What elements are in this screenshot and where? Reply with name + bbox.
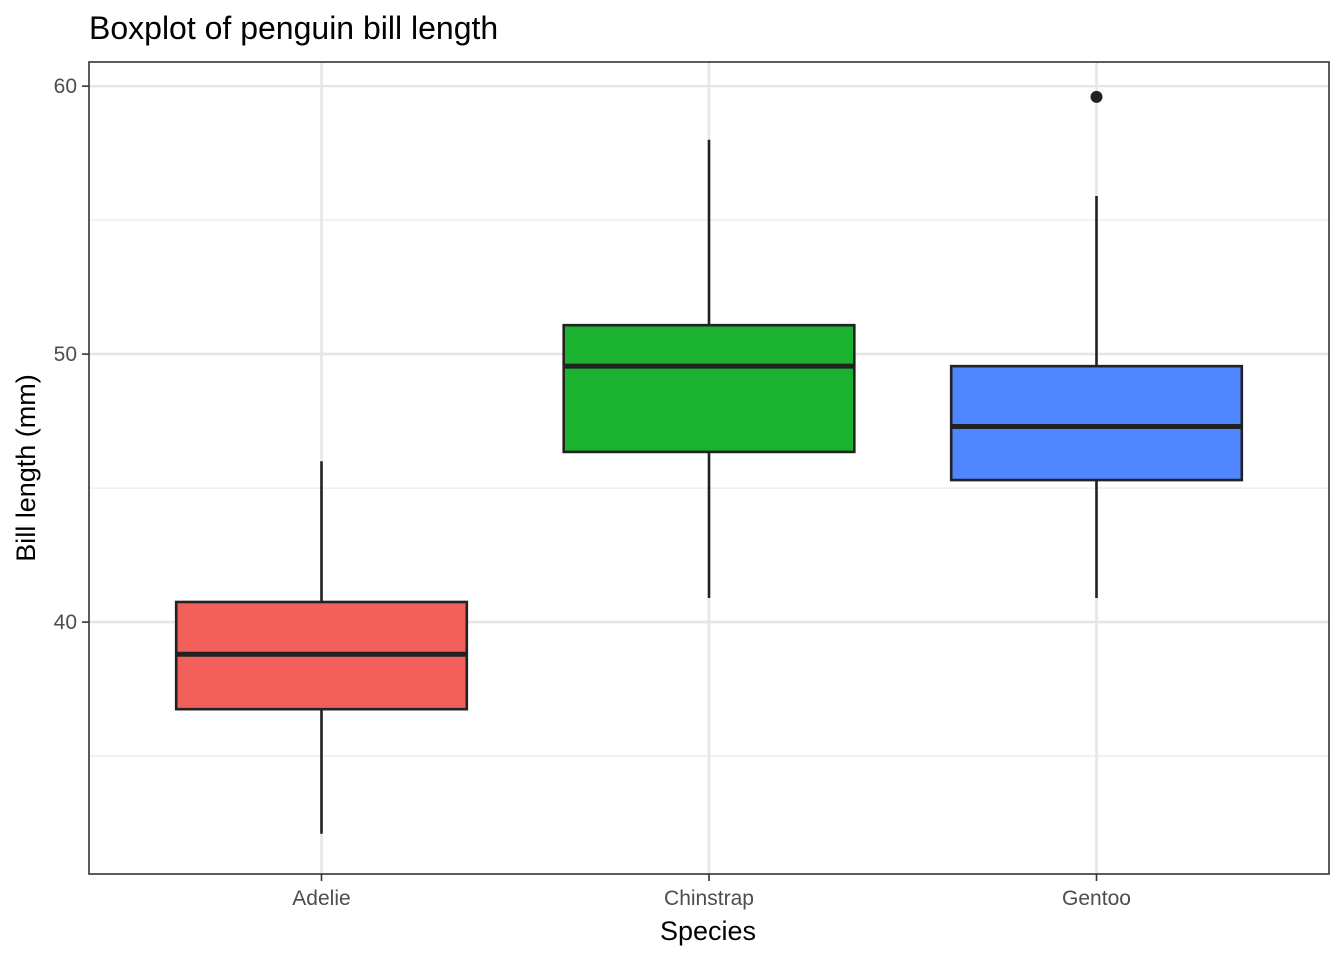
- x-axis-title: Species: [660, 916, 756, 946]
- chart-title: Boxplot of penguin bill length: [89, 10, 498, 46]
- box-iqr: [949, 364, 1244, 482]
- x-tick-label: Adelie: [292, 887, 350, 910]
- y-axis-title: Bill length (mm): [11, 374, 41, 562]
- y-tick-label: 50: [54, 343, 77, 366]
- box-iqr: [562, 323, 856, 454]
- box-chinstrap: [562, 139, 856, 598]
- y-tick-label: 60: [54, 75, 77, 98]
- x-tick-label: Gentoo: [1062, 887, 1131, 910]
- x-tick-label: Chinstrap: [664, 887, 754, 910]
- y-tick-label: 40: [54, 611, 77, 634]
- outlier-point: [1090, 90, 1103, 103]
- box-adelie: [174, 461, 469, 834]
- plot-area: 40 50 60 Adelie Chinstrap Gentoo: [54, 61, 1330, 910]
- box-gentoo: [949, 90, 1244, 598]
